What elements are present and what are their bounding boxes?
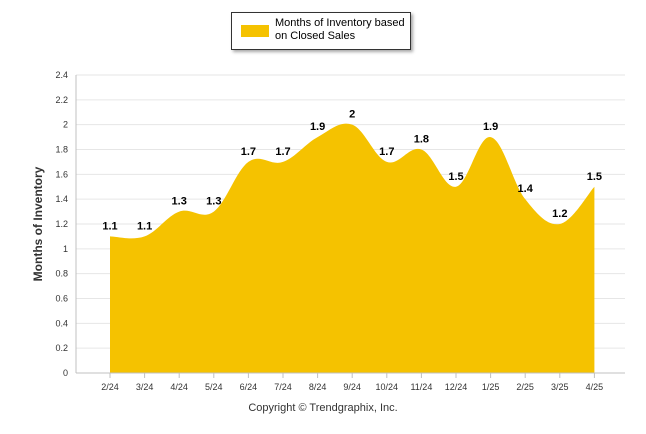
y-tick-label: 0.4 xyxy=(55,318,68,328)
x-tick-label: 12/24 xyxy=(445,382,468,392)
x-tick-label: 6/24 xyxy=(240,382,258,392)
y-tick-label: 0.2 xyxy=(55,343,68,353)
y-tick-label: 0.6 xyxy=(55,294,68,304)
legend: Months of Inventory based on Closed Sale… xyxy=(231,12,411,50)
data-label: 1.1 xyxy=(102,220,117,232)
x-tick-label: 7/24 xyxy=(274,382,292,392)
x-tick-label: 9/24 xyxy=(343,382,361,392)
data-label: 1.2 xyxy=(552,208,567,220)
x-tick-label: 3/25 xyxy=(551,382,569,392)
data-label: 1.9 xyxy=(483,121,498,133)
y-tick-label: 1.4 xyxy=(55,194,68,204)
x-tick-label: 11/24 xyxy=(410,382,432,392)
data-label: 1.7 xyxy=(241,146,256,158)
x-tick-label: 1/25 xyxy=(482,382,500,392)
x-tick-label: 4/25 xyxy=(586,382,604,392)
y-tick-label: 0.8 xyxy=(55,269,68,279)
y-tick-label: 0 xyxy=(63,368,68,378)
x-tick-label: 2/25 xyxy=(516,382,534,392)
data-label: 1.5 xyxy=(587,171,602,183)
y-tick-label: 1 xyxy=(63,244,68,254)
data-label: 2 xyxy=(349,109,355,121)
axes xyxy=(75,75,625,374)
x-tick-label: 5/24 xyxy=(205,382,223,392)
x-tick-label: 2/24 xyxy=(101,382,119,392)
y-tick-label: 1.8 xyxy=(55,145,68,155)
data-label: 1.5 xyxy=(448,171,463,183)
data-label: 1.3 xyxy=(206,196,221,208)
y-axis-tick-labels: 0 0.2 0.4 0.6 0.8 1 1.2 1.4 1.6 1.8 2 2.2 2.4 xyxy=(55,70,68,378)
y-tick-label: 2.4 xyxy=(55,70,68,80)
y-tick-label: 1.2 xyxy=(55,219,68,229)
legend-swatch xyxy=(241,25,269,37)
data-label: 1.8 xyxy=(414,134,429,146)
data-label: 1.7 xyxy=(275,146,290,158)
y-tick-label: 1.6 xyxy=(55,169,68,179)
y-axis-title: Months of Inventory xyxy=(31,166,45,281)
x-axis-tick-labels: 2/24 3/24 4/24 5/24 6/24 7/24 8/24 9/24 10/24 11/… xyxy=(101,373,603,392)
x-tick-label: 3/24 xyxy=(136,382,154,392)
data-label: 1.4 xyxy=(518,183,534,195)
y-tick-label: 2 xyxy=(63,120,68,130)
x-tick-label: 4/24 xyxy=(170,382,188,392)
data-label: 1.9 xyxy=(310,121,325,133)
x-tick-label: 10/24 xyxy=(376,382,399,392)
legend-series-label: Months of Inventory based on Closed Sale… xyxy=(275,17,405,42)
data-labels: 1.1 1.1 1.3 1.3 1.7 1.7 1.9 2 1.7 1.8 1.5 1.9 1.4 1.2… xyxy=(102,109,602,233)
area-series-months-of-inventory xyxy=(110,123,595,373)
copyright-footer: Copyright © Trendgraphix, Inc. xyxy=(248,402,398,414)
data-label: 1.1 xyxy=(137,220,152,232)
data-label: 1.3 xyxy=(172,196,187,208)
y-tick-label: 2.2 xyxy=(55,95,68,105)
x-tick-label: 8/24 xyxy=(309,382,327,392)
data-label: 1.7 xyxy=(379,146,394,158)
